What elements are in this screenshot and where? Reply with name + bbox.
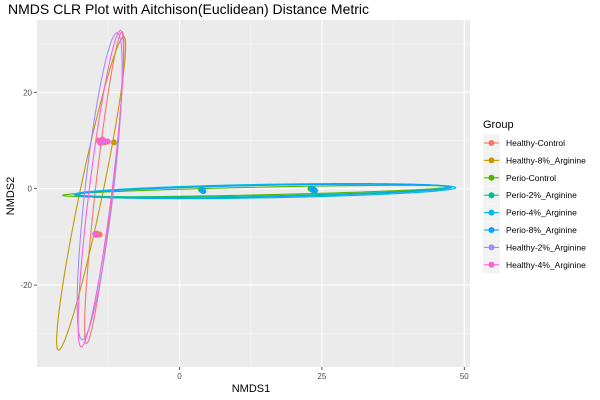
legend-label: Perio-4%_Arginine bbox=[506, 208, 577, 218]
legend-key-point bbox=[488, 157, 495, 164]
x-tick-label: 50 bbox=[460, 372, 469, 381]
plot-panel bbox=[37, 20, 470, 367]
legend: Group Healthy-Control Healthy-8%_Arginine… bbox=[483, 119, 586, 274]
point-Healthy-8%_Arginine bbox=[110, 139, 117, 146]
point-Healthy-4%_Arginine bbox=[99, 136, 106, 143]
legend-key-point bbox=[488, 174, 495, 181]
legend-label: Healthy-8%_Arginine bbox=[506, 155, 586, 165]
legend-label: Healthy-2%_Arginine bbox=[506, 242, 586, 252]
legend-label: Healthy-Control bbox=[506, 138, 565, 148]
legend-key-point bbox=[488, 244, 495, 251]
point-Perio-8%_Arginine bbox=[311, 187, 318, 194]
legend-label: Perio-2%_Arginine bbox=[506, 190, 577, 200]
legend-key-point bbox=[488, 227, 495, 233]
y-tick-label: 20 bbox=[23, 88, 32, 97]
legend-key-point bbox=[488, 209, 495, 216]
y-tick-label: 0 bbox=[28, 185, 33, 194]
data-layer bbox=[56, 29, 457, 351]
ellipse-Perio-4%_Arginine bbox=[73, 182, 457, 200]
ellipse-Healthy-4%_Arginine bbox=[77, 29, 125, 348]
x-axis-title: NMDS1 bbox=[232, 383, 271, 395]
legend-key-point bbox=[488, 140, 495, 146]
y-axis-title: NMDS2 bbox=[5, 177, 17, 216]
legend-label: Perio-Control bbox=[506, 173, 556, 183]
legend-title: Group bbox=[483, 119, 514, 131]
point-Perio-8%_Arginine bbox=[199, 187, 206, 194]
chart-title: NMDS CLR Plot with Aitchison(Euclidean) … bbox=[8, 1, 369, 17]
x-tick-label: 25 bbox=[317, 372, 326, 381]
legend-key-point bbox=[488, 261, 495, 268]
y-tick-label: -20 bbox=[20, 281, 32, 290]
ellipse-Perio-8%_Arginine bbox=[75, 183, 453, 199]
legend-label: Perio-8%_Arginine bbox=[506, 225, 577, 235]
point-Healthy-4%_Arginine bbox=[104, 138, 111, 145]
legend-label: Healthy-4%_Arginine bbox=[506, 260, 586, 270]
legend-key-point bbox=[488, 192, 495, 199]
x-tick-label: 0 bbox=[177, 372, 182, 381]
ellipse-Perio-Control bbox=[61, 184, 451, 198]
point-Healthy-4%_Arginine bbox=[93, 231, 100, 238]
ellipse-Healthy-8%_Arginine bbox=[56, 36, 127, 351]
